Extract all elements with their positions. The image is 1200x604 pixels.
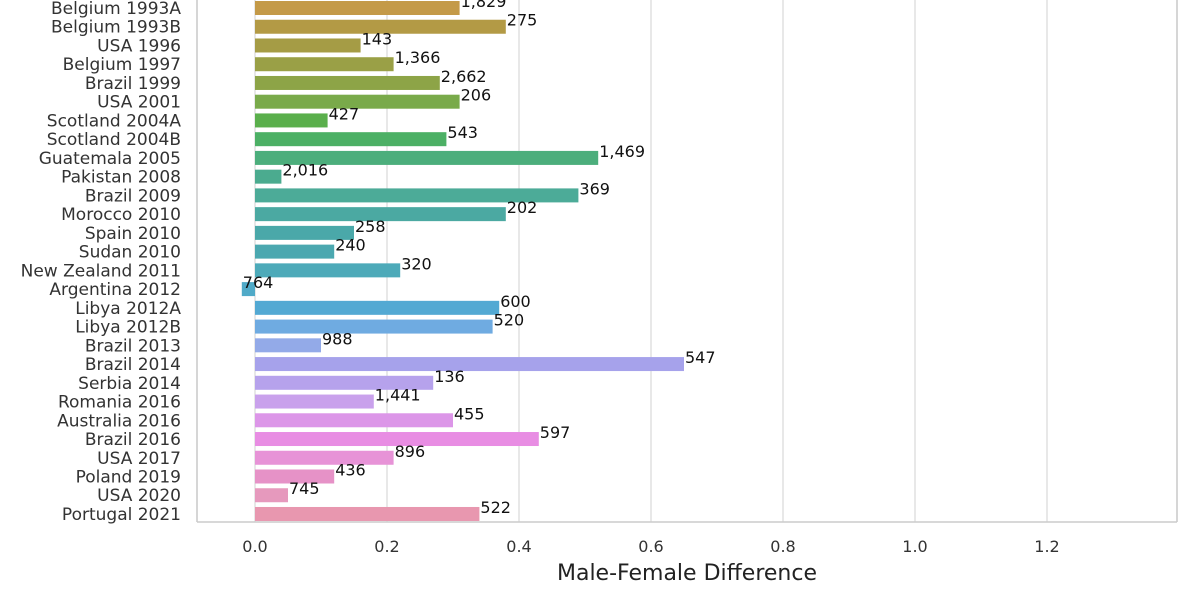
bar bbox=[255, 57, 394, 72]
bar bbox=[255, 432, 539, 447]
x-axis-title: Male-Female Difference bbox=[557, 561, 817, 586]
y-tick-label: Brazil 2009 bbox=[85, 186, 181, 206]
y-tick-label: Argentina 2012 bbox=[49, 280, 181, 300]
y-tick-label: Poland 2019 bbox=[76, 468, 181, 488]
y-tick-label: Australia 2016 bbox=[57, 411, 181, 431]
bar bbox=[255, 169, 282, 184]
bar bbox=[255, 488, 288, 503]
y-tick-label: USA 2001 bbox=[97, 93, 181, 113]
data-label: 547 bbox=[685, 348, 716, 367]
data-label: 2,016 bbox=[282, 161, 328, 180]
data-label: 896 bbox=[395, 442, 426, 461]
bar bbox=[255, 244, 335, 259]
y-tick-label: Scotland 2004A bbox=[47, 111, 182, 131]
data-label: 136 bbox=[434, 367, 465, 386]
data-label: 143 bbox=[362, 29, 393, 48]
y-tick-label: Serbia 2014 bbox=[78, 374, 181, 394]
y-tick-label: New Zealand 2011 bbox=[21, 261, 181, 281]
y-tick-label: Pakistan 2008 bbox=[61, 168, 181, 188]
data-label: 436 bbox=[335, 461, 366, 480]
y-tick-label: Belgium 1993B bbox=[51, 18, 181, 38]
data-label: 600 bbox=[500, 292, 531, 311]
y-tick-label: Guatemala 2005 bbox=[39, 149, 181, 169]
y-tick-label: Spain 2010 bbox=[85, 224, 181, 244]
y-tick-label: Brazil 1999 bbox=[85, 74, 181, 94]
bar bbox=[255, 188, 579, 203]
x-tick-label: 0.2 bbox=[374, 537, 399, 556]
data-label: 745 bbox=[289, 479, 320, 498]
bar bbox=[255, 394, 374, 409]
bar bbox=[255, 338, 321, 353]
data-label: 597 bbox=[540, 423, 571, 442]
bar bbox=[255, 150, 599, 165]
data-label: 427 bbox=[329, 104, 360, 123]
data-label: 522 bbox=[480, 498, 511, 517]
bar bbox=[255, 319, 493, 334]
y-tick-label: Brazil 2013 bbox=[85, 336, 181, 356]
data-label: 543 bbox=[447, 123, 478, 142]
data-label: 520 bbox=[494, 311, 525, 330]
y-tick-label: Belgium 1997 bbox=[63, 55, 181, 75]
x-tick-label: 0.6 bbox=[638, 537, 663, 556]
bar bbox=[255, 469, 335, 484]
bar bbox=[255, 207, 506, 222]
bar bbox=[241, 282, 255, 297]
bar bbox=[255, 225, 354, 240]
data-label: 1,441 bbox=[375, 386, 421, 405]
bar bbox=[255, 94, 460, 109]
y-tick-label: Romania 2016 bbox=[58, 393, 181, 413]
bar bbox=[255, 19, 506, 34]
bar bbox=[255, 75, 440, 90]
bar bbox=[255, 113, 328, 128]
data-label: 369 bbox=[579, 179, 610, 198]
bar bbox=[255, 132, 447, 147]
y-tick-label: Brazil 2016 bbox=[85, 430, 181, 450]
bar bbox=[255, 413, 453, 428]
data-label: 2,662 bbox=[441, 67, 487, 86]
y-tick-label: USA 1996 bbox=[97, 36, 181, 56]
data-label: 988 bbox=[322, 329, 353, 348]
x-tick-label: 0.4 bbox=[506, 537, 531, 556]
data-label: 206 bbox=[461, 86, 492, 105]
x-tick-label: 0.0 bbox=[242, 537, 267, 556]
y-tick-label: USA 2020 bbox=[97, 486, 181, 506]
y-tick-label: Morocco 2010 bbox=[61, 205, 181, 225]
y-tick-label: Portugal 2021 bbox=[62, 505, 181, 525]
data-label: 258 bbox=[355, 217, 386, 236]
x-tick-label: 1.0 bbox=[902, 537, 927, 556]
bar bbox=[255, 357, 684, 372]
data-label: 202 bbox=[507, 198, 538, 217]
data-label: 764 bbox=[243, 273, 274, 292]
data-label: 240 bbox=[335, 236, 366, 255]
y-tick-label: Brazil 2014 bbox=[85, 355, 181, 375]
data-label: 1,366 bbox=[395, 48, 441, 67]
bar bbox=[255, 506, 480, 521]
y-tick-label: USA 2017 bbox=[97, 449, 181, 469]
bar bbox=[255, 375, 434, 390]
bar bbox=[255, 263, 401, 278]
data-label: 455 bbox=[454, 404, 485, 423]
data-label: 275 bbox=[507, 11, 538, 30]
y-tick-label: Scotland 2004B bbox=[47, 130, 181, 150]
y-tick-label: Sudan 2010 bbox=[79, 243, 181, 263]
bar bbox=[255, 1, 460, 15]
y-tick-label: Libya 2012B bbox=[75, 318, 181, 338]
bar bbox=[255, 300, 500, 315]
data-label: 1,469 bbox=[599, 142, 645, 161]
bar bbox=[255, 450, 394, 465]
x-tick-label: 0.8 bbox=[770, 537, 795, 556]
data-label: 1,829 bbox=[461, 0, 507, 11]
y-tick-label: Libya 2012A bbox=[75, 299, 181, 319]
bar bbox=[255, 38, 361, 53]
x-tick-label: 1.2 bbox=[1034, 537, 1059, 556]
y-tick-label: Belgium 1993A bbox=[51, 0, 181, 19]
data-label: 320 bbox=[401, 254, 432, 273]
